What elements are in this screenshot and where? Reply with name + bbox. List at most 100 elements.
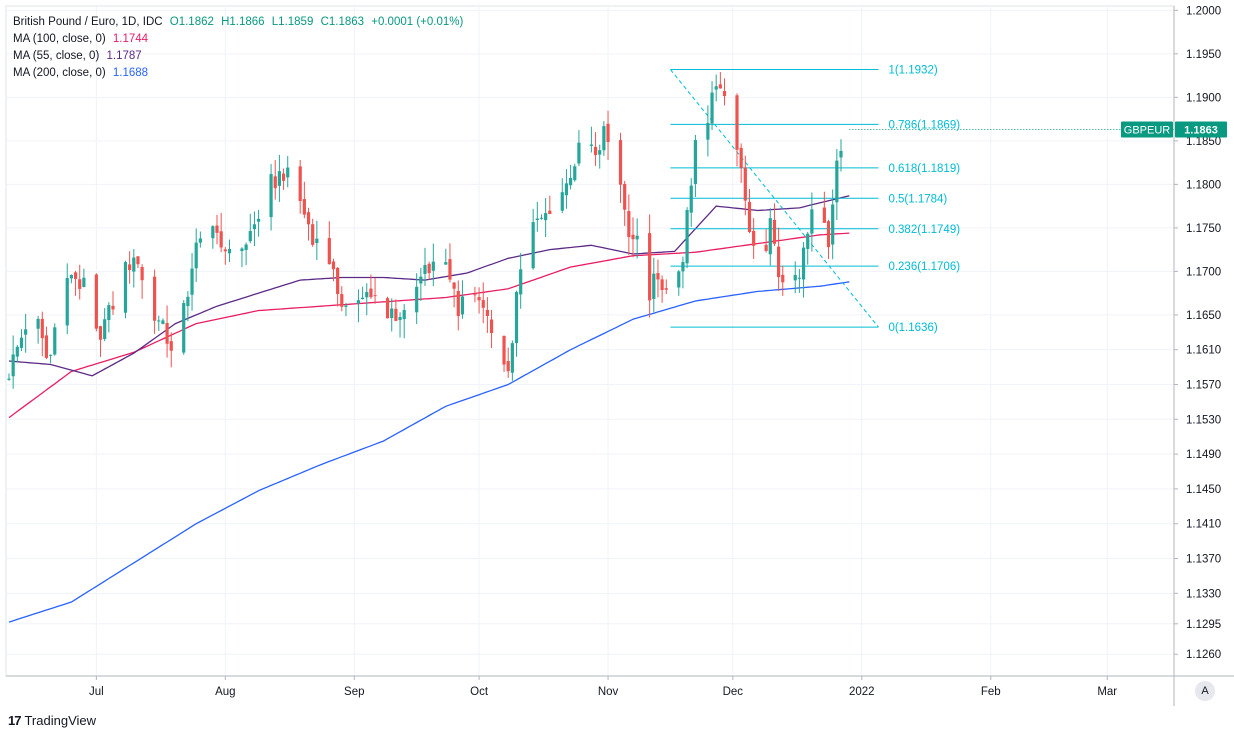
x-tick-label: Sep — [344, 686, 364, 698]
candle-body — [340, 294, 344, 307]
candle-body — [514, 292, 519, 344]
candle-body — [660, 279, 664, 291]
candle — [44, 326, 49, 360]
candle — [777, 227, 781, 291]
candle — [706, 105, 710, 157]
ma55-legend[interactable]: MA (55, close, 0) 1.1787 — [13, 48, 463, 65]
candle-body — [602, 126, 606, 151]
candle — [103, 308, 107, 342]
candle-body — [460, 296, 465, 315]
candle-body — [664, 288, 668, 290]
candle — [78, 264, 82, 300]
candle — [194, 228, 198, 282]
ohlc-change: +0.0001 (+0.01%) — [371, 16, 464, 28]
x-tick-label: Feb — [981, 686, 1001, 698]
candle-body — [839, 150, 843, 158]
candle — [215, 215, 219, 245]
candle — [460, 280, 465, 319]
candle-body — [777, 246, 781, 278]
candle — [810, 192, 814, 252]
y-tick-label: 1.1260 — [1186, 649, 1221, 661]
candle — [190, 253, 194, 311]
candle — [336, 266, 340, 307]
x-tick-label: Jul — [89, 686, 104, 698]
candle-body — [810, 209, 814, 234]
candle — [123, 260, 128, 319]
ma100-value: 1.1744 — [112, 33, 149, 45]
candle — [219, 212, 223, 253]
ma200-line — [8, 281, 850, 623]
candle — [286, 156, 290, 188]
candle — [718, 72, 722, 89]
candle-body — [706, 122, 710, 140]
y-tick-label: 1.1570 — [1186, 380, 1221, 392]
candle — [822, 191, 826, 223]
candle-body — [685, 210, 689, 264]
x-tick-label: Oct — [470, 686, 489, 698]
price-tag-label: 1.1863 — [1184, 125, 1218, 137]
candle-body — [677, 271, 681, 288]
candle-body — [161, 320, 165, 324]
candle-body — [356, 300, 361, 304]
candle — [98, 325, 103, 357]
candle-body — [215, 225, 219, 233]
tradingview-logo[interactable]: 17 TradingView — [8, 713, 96, 728]
candle — [11, 335, 15, 389]
candle — [452, 282, 456, 308]
x-tick-label: Nov — [598, 686, 619, 698]
candle — [519, 252, 523, 309]
candle — [752, 218, 756, 259]
candle-body — [481, 300, 485, 308]
candle — [535, 201, 539, 232]
candle — [423, 247, 427, 287]
candle-body — [103, 319, 107, 339]
candle-body — [344, 305, 348, 307]
candle-body — [157, 320, 161, 322]
candle-body — [132, 257, 136, 272]
y-tick-label: 1.1530 — [1186, 414, 1221, 426]
candle — [248, 213, 252, 244]
candle-body — [211, 226, 215, 239]
candle-body — [781, 274, 785, 283]
ma200-value: 1.1688 — [112, 67, 149, 79]
ma200-label: MA (200, close, 0) — [13, 67, 106, 79]
candle — [431, 243, 435, 287]
candle-body — [49, 354, 53, 356]
candle — [714, 74, 718, 102]
y-tick-label: 1.1295 — [1186, 619, 1221, 631]
candle — [415, 273, 419, 324]
candle — [539, 214, 544, 220]
candle — [223, 246, 227, 265]
candle-body — [577, 142, 581, 164]
candle — [764, 228, 768, 253]
candle-body — [648, 233, 652, 301]
candle-body — [593, 146, 598, 156]
candle-body — [456, 290, 460, 316]
candle — [252, 211, 257, 247]
candle — [365, 283, 369, 316]
candle-body — [681, 262, 685, 272]
candle — [390, 298, 394, 332]
candle-body — [598, 150, 602, 155]
candle-body — [311, 224, 315, 245]
candle-body — [635, 235, 639, 240]
autoscale-button[interactable]: A — [1195, 681, 1215, 701]
candle-body — [252, 224, 257, 230]
candle — [444, 248, 448, 265]
candle — [198, 231, 202, 248]
candle-body — [165, 323, 169, 344]
candle — [826, 219, 831, 260]
candle-body — [227, 248, 232, 254]
candle-body — [169, 341, 173, 351]
candle-body — [107, 305, 111, 320]
candle — [531, 208, 535, 270]
candle-body — [240, 248, 244, 252]
candle-body — [419, 276, 423, 284]
ma200-legend[interactable]: MA (200, close, 0) 1.1688 — [13, 65, 463, 82]
candle — [107, 302, 111, 333]
symbol-info-row: British Pound / Euro, 1D, IDC O1.1862 H1… — [13, 14, 463, 31]
ma100-legend[interactable]: MA (100, close, 0) 1.1744 — [13, 31, 463, 48]
candle-body — [198, 238, 202, 243]
candle — [560, 178, 564, 214]
